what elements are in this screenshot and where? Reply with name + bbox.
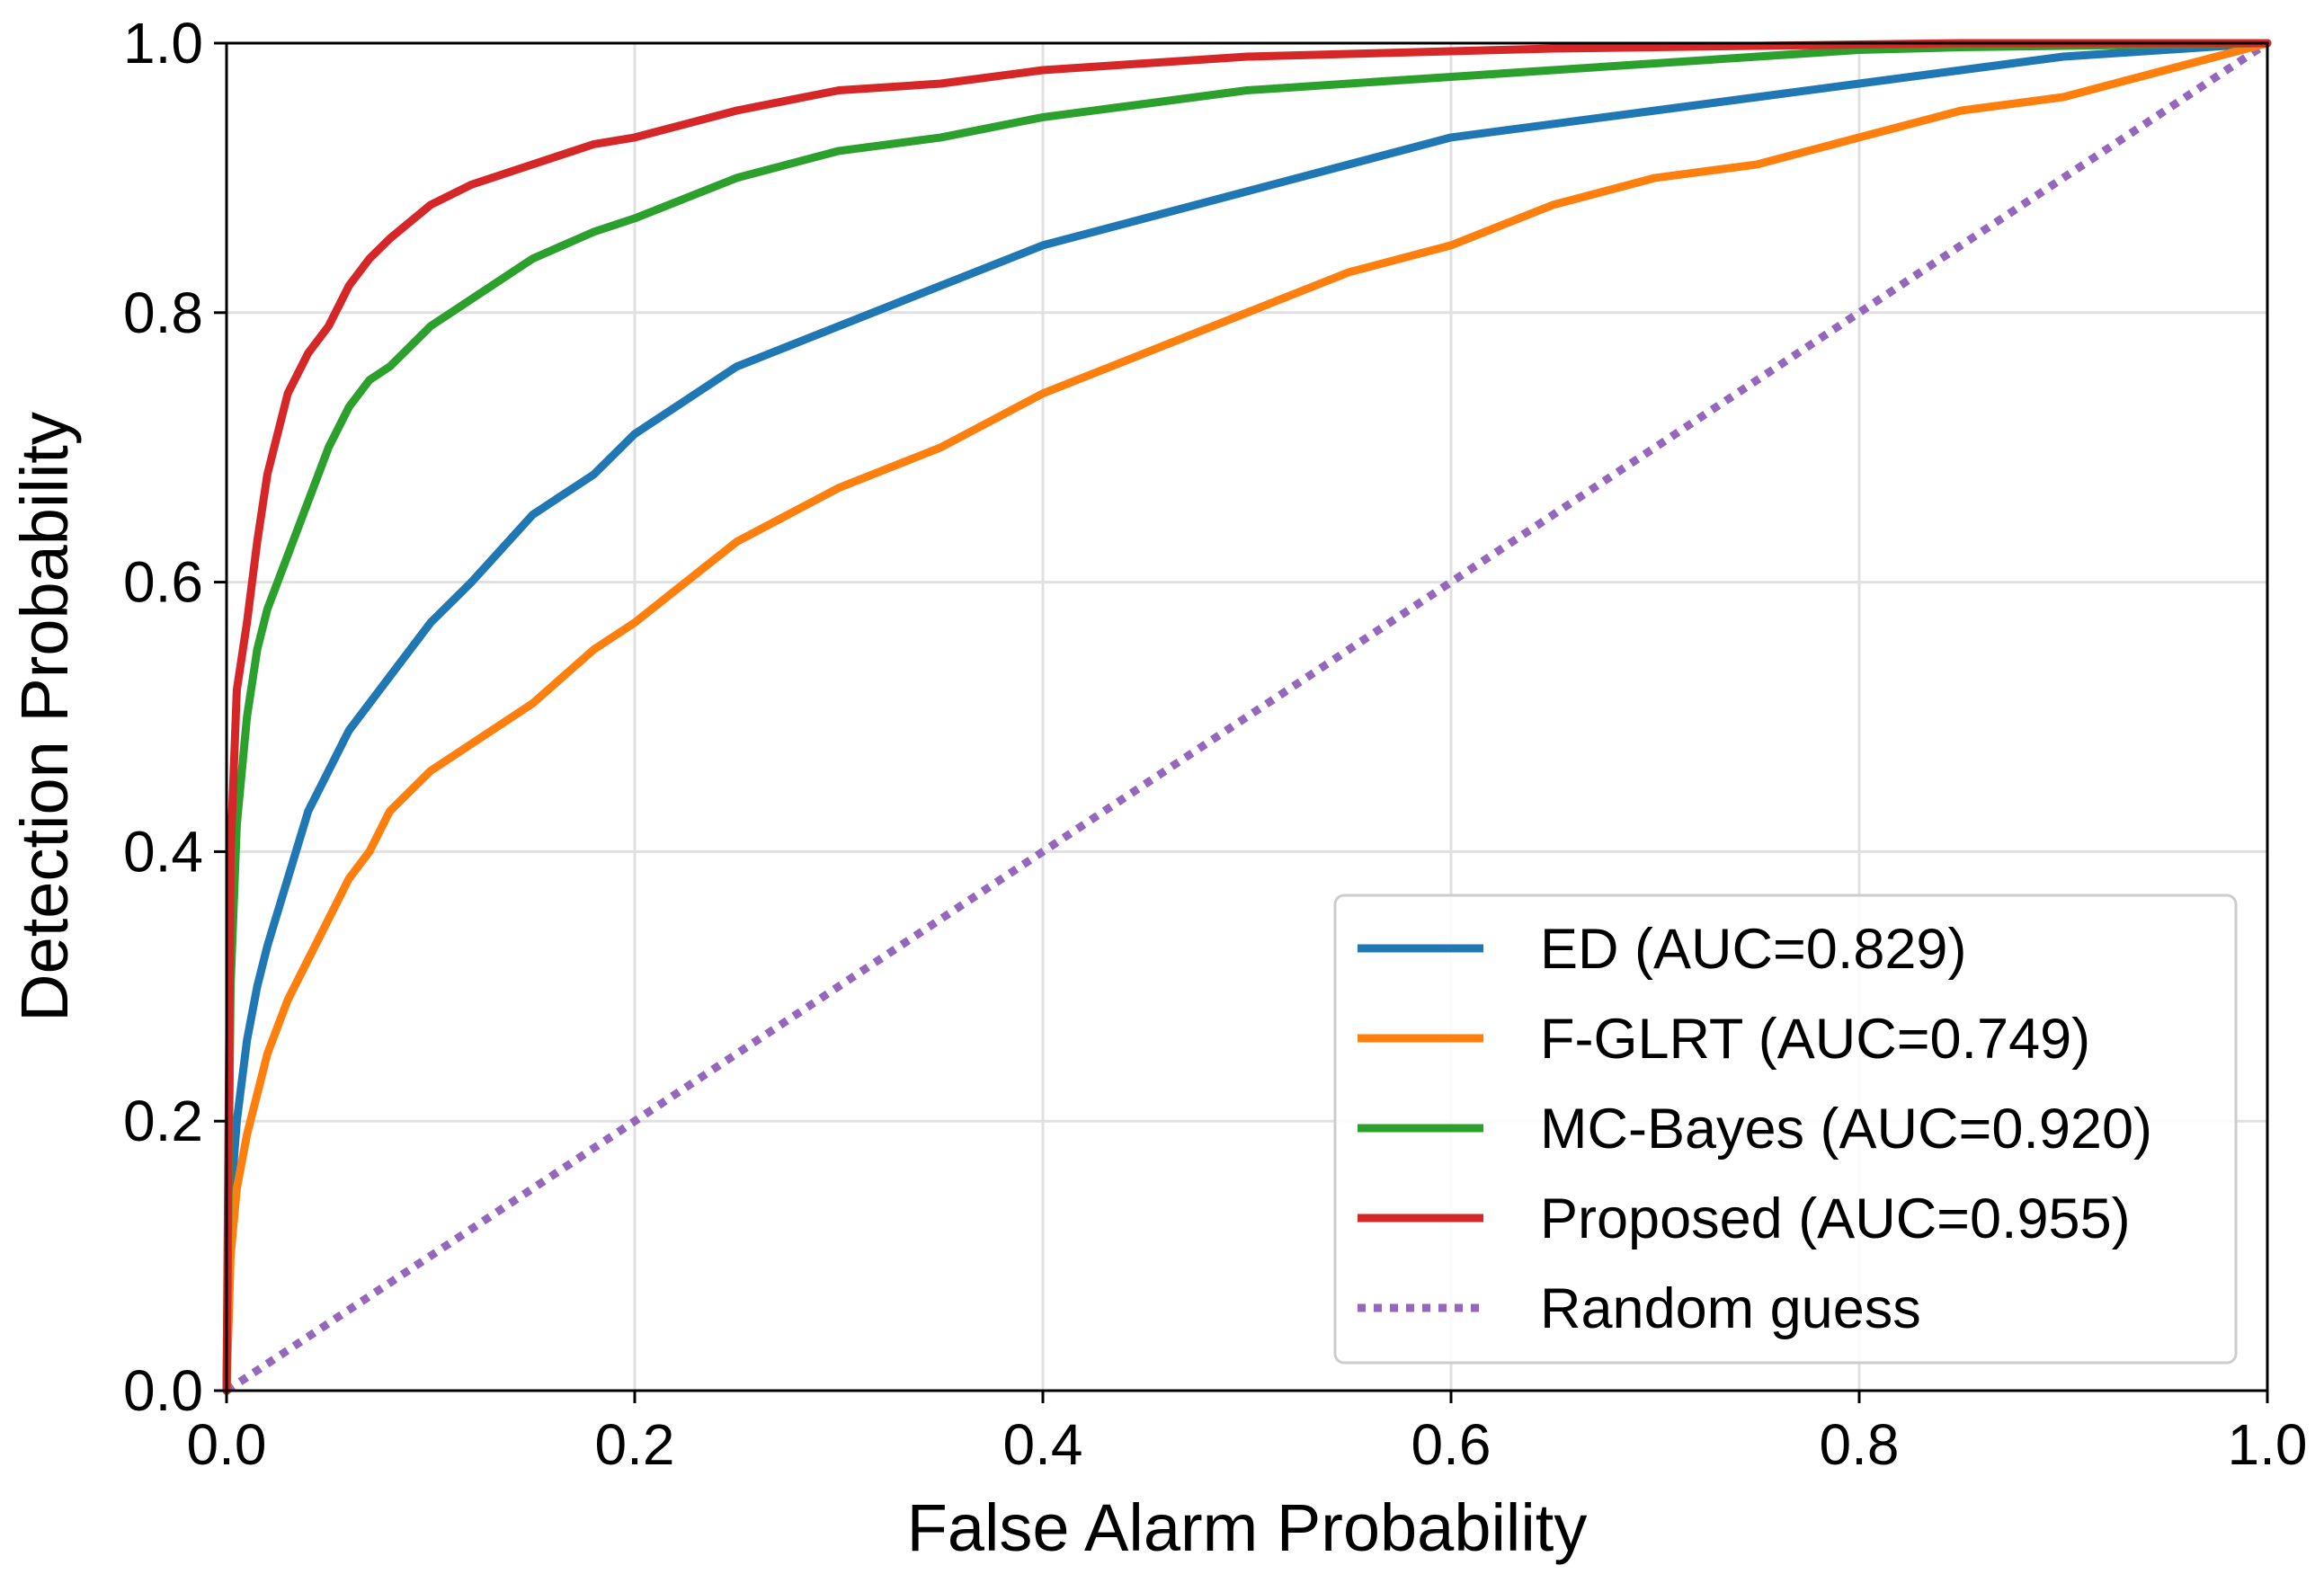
legend-label: Random guess [1540,1277,1921,1340]
y-tick-label: 0.6 [123,550,203,615]
series-layer [222,39,2272,1395]
x-axis-label: False Alarm Probability [907,1490,1588,1565]
series-line-1 [222,39,2272,1395]
y-axis-ticks: 0.0 0.2 0.4 0.6 0.8 1.0 [123,11,227,1423]
y-tick-label: 0.8 [123,280,203,345]
plot-frame [225,41,2269,1392]
legend-label: ED (AUC=0.829) [1540,918,1966,981]
legend-label: Proposed (AUC=0.955) [1540,1187,2131,1250]
legend-label: MC-Bayes (AUC=0.920) [1540,1098,2152,1161]
x-tick-label: 0.4 [1003,1412,1083,1477]
y-tick-label: 0.0 [123,1358,203,1423]
x-tick-label: 0.8 [1820,1412,1900,1477]
x-tick-label: 0.2 [595,1412,675,1477]
x-tick-label: 0.0 [187,1412,267,1477]
legend-box [1333,894,2238,1365]
legend-label: F-GLRT (AUC=0.749) [1540,1008,2090,1071]
series-line-3 [222,39,2272,1395]
x-tick-label: 1.0 [2228,1412,2308,1477]
x-axis-ticks: 0.0 0.2 0.4 0.6 0.8 1.0 [187,1391,2308,1477]
series-line-4 [224,40,2270,1394]
y-axis-label: Detection Probability [7,412,82,1022]
legend: ED (AUC=0.829) F-GLRT (AUC=0.749) MC-Bayes… [1333,894,2238,1365]
y-tick-label: 0.2 [123,1089,203,1153]
x-tick-label: 0.6 [1411,1412,1491,1477]
y-tick-label: 1.0 [123,11,203,76]
series-line-2 [222,39,2272,1395]
y-tick-label: 0.4 [123,819,203,884]
series-line-0 [222,39,2272,1395]
